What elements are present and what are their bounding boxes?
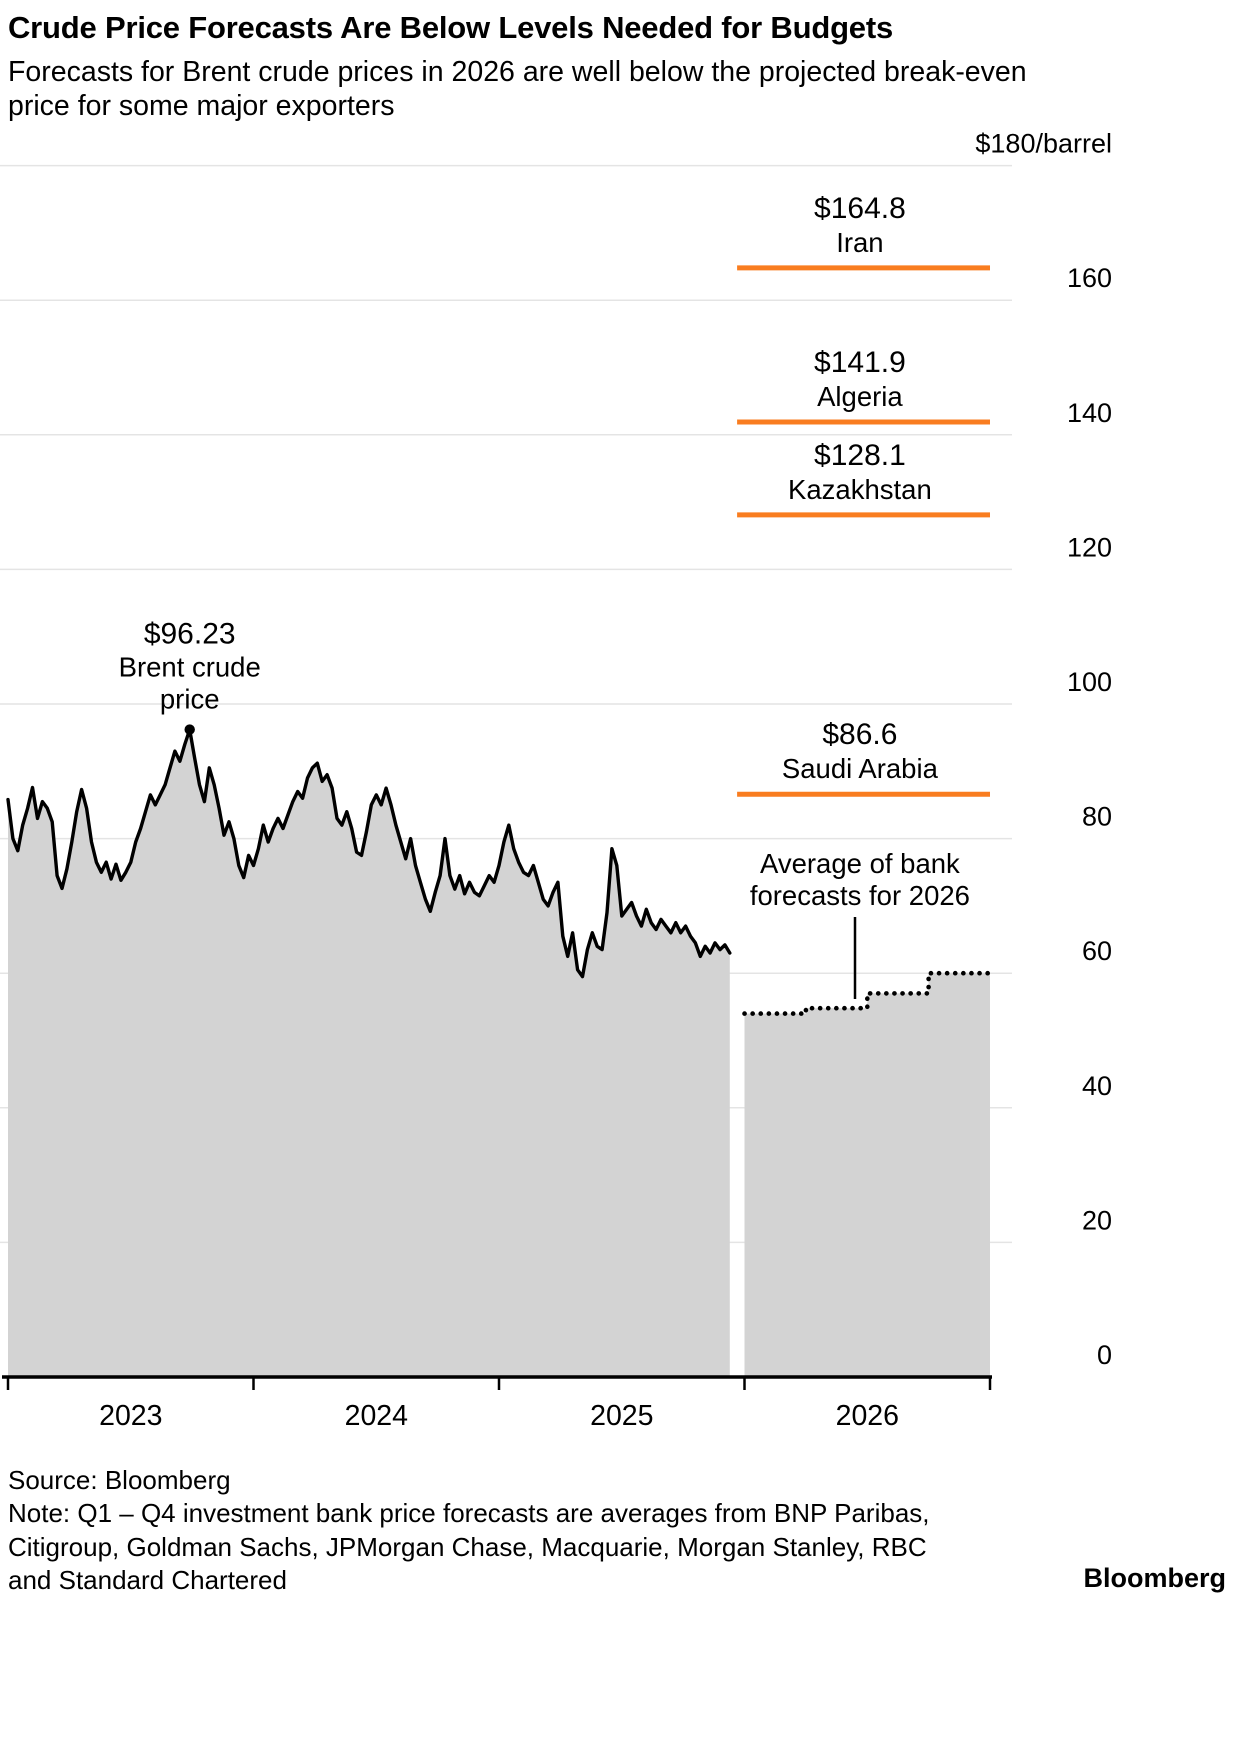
x-axis-year-label-2023: 2023: [99, 1400, 162, 1432]
chart-area: $164.8 Iran $141.9 Algeria $128.1 Kazakhstan $…: [0, 122, 1240, 1454]
chart-header: Crude Price Forecasts Are Below Levels N…: [0, 0, 1240, 122]
x-axis-year-label-2024: 2024: [345, 1400, 409, 1432]
y-tick-label-20: 20: [1082, 1205, 1112, 1235]
breakeven-country-algeria: Algeria: [817, 381, 903, 412]
peak-value-label: $96.23: [144, 618, 236, 651]
breakeven-country-saudi-arabia: Saudi Arabia: [782, 753, 939, 784]
y-tick-label-40: 40: [1082, 1071, 1112, 1101]
chart-footer: Source: Bloomberg Note: Q1 – Q4 investme…: [0, 1454, 1240, 1597]
breakeven-value-kazakhstan: $128.1: [814, 439, 906, 472]
peak-name-line: Brent crude: [119, 652, 261, 683]
y-tick-label-180: $180/barrel: [975, 129, 1112, 159]
breakeven-country-iran: Iran: [836, 227, 883, 258]
forecast-area: [744, 973, 990, 1377]
peak-marker-dot: [184, 724, 195, 735]
forecast-annotation-line: Average of bank: [760, 848, 960, 879]
y-tick-label-60: 60: [1082, 936, 1112, 966]
brent-price-line: [6, 727, 732, 979]
footer-text: Source: Bloomberg Note: Q1 – Q4 investme…: [8, 1464, 933, 1597]
y-tick-label-120: 120: [1067, 532, 1112, 562]
breakeven-value-iran: $164.8: [814, 192, 906, 225]
breakeven-value-saudi-arabia: $86.6: [822, 718, 897, 751]
brent-area: [8, 729, 730, 1377]
forecast-dotted-line: [742, 970, 993, 1016]
breakeven-value-algeria: $141.9: [814, 346, 906, 379]
y-tick-label-140: 140: [1067, 398, 1112, 428]
peak-name-line: price: [160, 684, 220, 715]
x-axis-year-label-2026: 2026: [836, 1400, 899, 1432]
x-axis-year-label-2025: 2025: [590, 1400, 653, 1432]
breakeven-country-kazakhstan: Kazakhstan: [788, 474, 932, 505]
y-tick-label-80: 80: [1082, 802, 1112, 832]
page-title: Crude Price Forecasts Are Below Levels N…: [8, 10, 894, 45]
bloomberg-logo: Bloomberg: [1083, 1562, 1226, 1593]
page-subtitle: Forecasts for Brent crude prices in 2026…: [8, 55, 1027, 123]
y-tick-label-0: 0: [1097, 1340, 1112, 1370]
y-tick-label-100: 100: [1067, 667, 1112, 697]
note-line: Note: Q1 – Q4 investment bank price fore…: [8, 1498, 930, 1595]
source-line: Source: Bloomberg: [8, 1465, 231, 1495]
y-tick-label-160: 160: [1067, 263, 1112, 293]
forecast-annotation-line: forecasts for 2026: [750, 880, 970, 911]
